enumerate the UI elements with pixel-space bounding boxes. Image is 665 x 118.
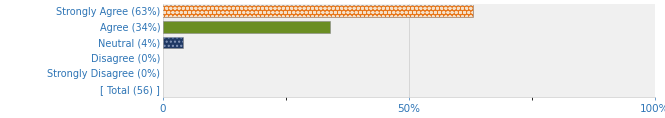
Bar [163, 5, 473, 17]
Bar [163, 37, 183, 48]
Bar [163, 37, 183, 48]
Bar [163, 21, 331, 33]
Bar [163, 5, 473, 17]
